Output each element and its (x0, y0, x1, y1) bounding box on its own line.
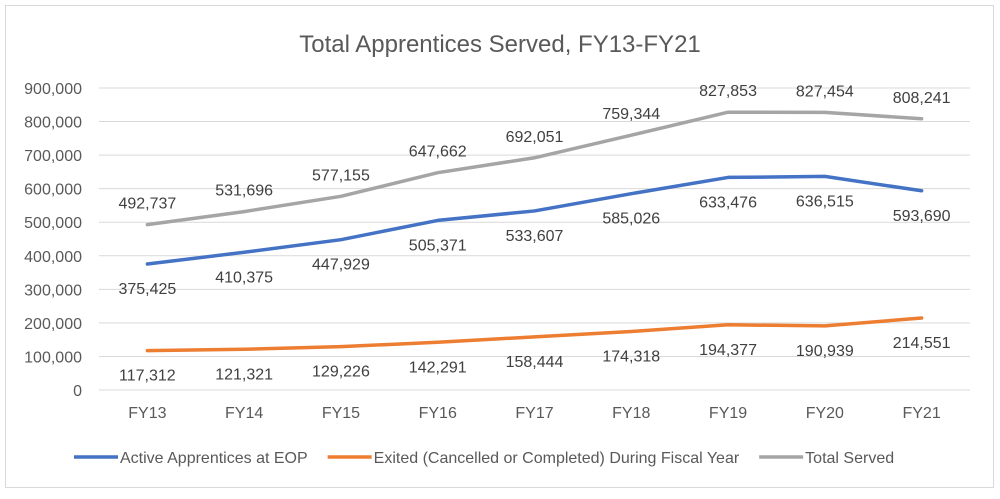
x-tick-label: FY19 (709, 405, 747, 422)
data-label: 447,929 (312, 257, 370, 274)
y-tick-label: 800,000 (24, 115, 82, 132)
x-tick-label: FY20 (806, 405, 844, 422)
legend-entry: Exited (Cancelled or Completed) During F… (374, 450, 740, 467)
y-tick-label: 900,000 (24, 81, 82, 98)
data-label: 585,026 (602, 211, 660, 228)
data-label: 577,155 (312, 167, 370, 184)
x-tick-label: FY21 (902, 405, 940, 422)
data-label: 531,696 (215, 183, 273, 200)
data-label: 194,377 (699, 342, 757, 359)
y-tick-label: 0 (73, 383, 82, 400)
x-tick-label: FY18 (612, 405, 650, 422)
data-label: 636,515 (796, 193, 854, 210)
x-tick-label: FY15 (322, 405, 360, 422)
data-label: 759,344 (602, 106, 660, 123)
data-label: 827,454 (796, 83, 854, 100)
x-tick-label: FY17 (515, 405, 553, 422)
chart-border (5, 5, 994, 488)
data-label: 121,321 (215, 366, 273, 383)
y-tick-label: 200,000 (24, 316, 82, 333)
data-label: 692,051 (506, 129, 564, 146)
x-tick-label: FY16 (419, 405, 457, 422)
data-label: 190,939 (796, 343, 854, 360)
data-label: 533,607 (506, 228, 564, 245)
data-label: 214,551 (893, 335, 951, 352)
chart-title: Total Apprentices Served, FY13-FY21 (299, 31, 701, 58)
data-label: 827,853 (699, 83, 757, 100)
y-tick-label: 600,000 (24, 182, 82, 199)
x-tick-label: FY14 (225, 405, 263, 422)
data-label: 808,241 (893, 90, 951, 107)
y-tick-label: 100,000 (24, 349, 82, 366)
data-label: 375,425 (118, 281, 176, 298)
series-line-2 (145, 110, 924, 227)
legend-entry: Total Served (805, 450, 894, 467)
y-tick-label: 500,000 (24, 215, 82, 232)
data-label: 647,662 (409, 144, 467, 161)
data-label: 633,476 (699, 194, 757, 211)
data-label: 174,318 (602, 349, 660, 366)
x-tick-label: FY13 (128, 405, 166, 422)
series-line-0 (145, 174, 924, 266)
y-tick-label: 700,000 (24, 148, 82, 165)
series-line-1 (145, 316, 924, 353)
data-label: 492,737 (118, 196, 176, 213)
data-label: 142,291 (409, 359, 467, 376)
data-label: 410,375 (215, 269, 273, 286)
data-label: 505,371 (409, 237, 467, 254)
data-label: 117,312 (119, 368, 176, 385)
data-label: 129,226 (312, 364, 370, 381)
y-tick-label: 300,000 (24, 282, 82, 299)
legend-entry: Active Apprentices at EOP (120, 450, 308, 467)
data-label: 158,444 (506, 354, 564, 371)
data-label: 593,690 (893, 208, 951, 225)
y-tick-label: 400,000 (24, 249, 82, 266)
